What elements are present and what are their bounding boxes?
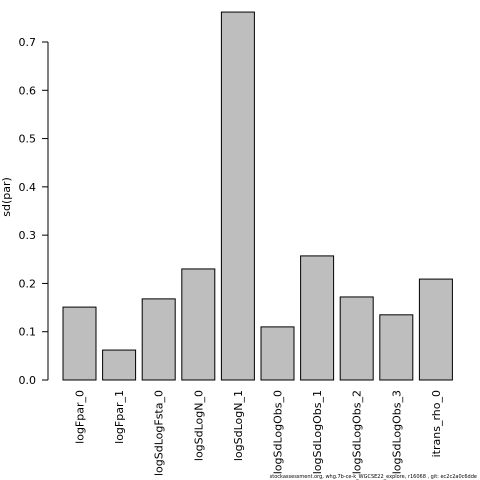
- bar: [220, 11, 255, 381]
- x-tick-label: logSdLogFsta_0: [153, 390, 166, 476]
- bar: [141, 298, 176, 381]
- bar: [260, 326, 295, 381]
- y-tick-label: 0.3: [19, 229, 37, 242]
- bar: [181, 268, 216, 381]
- y-tick-label: 0.4: [19, 181, 37, 194]
- bar: [102, 349, 137, 381]
- y-axis-label: sd(par): [0, 177, 13, 217]
- x-tick-label: logFpar_1: [113, 390, 126, 444]
- bar: [418, 278, 453, 381]
- y-tick-label: 0.2: [19, 277, 37, 290]
- x-tick-label: logSdLogObs_1: [311, 390, 324, 474]
- x-tick-label: logSdLogN_1: [232, 390, 245, 461]
- x-tick-label: logFpar_0: [74, 390, 87, 444]
- y-tick-label: 0.5: [19, 133, 37, 146]
- y-tick-label: 0.0: [19, 374, 37, 387]
- footnote: stockassessment.org, whg.7b-ce-k_WGCSE22…: [270, 474, 477, 480]
- bar: [379, 314, 414, 381]
- y-tick-label: 0.1: [19, 326, 37, 339]
- x-tick-label: logSdLogObs_3: [390, 390, 403, 474]
- bar: [300, 255, 335, 381]
- x-tick-label: logSdLogN_0: [192, 390, 205, 461]
- x-tick-label: itrans_rho_0: [430, 390, 443, 457]
- bar: [62, 306, 97, 381]
- x-tick-label: logSdLogObs_0: [272, 390, 285, 474]
- bar: [339, 296, 374, 381]
- y-tick-label: 0.7: [19, 36, 37, 49]
- y-tick-label: 0.6: [19, 84, 37, 97]
- x-tick-label: logSdLogObs_2: [351, 390, 364, 474]
